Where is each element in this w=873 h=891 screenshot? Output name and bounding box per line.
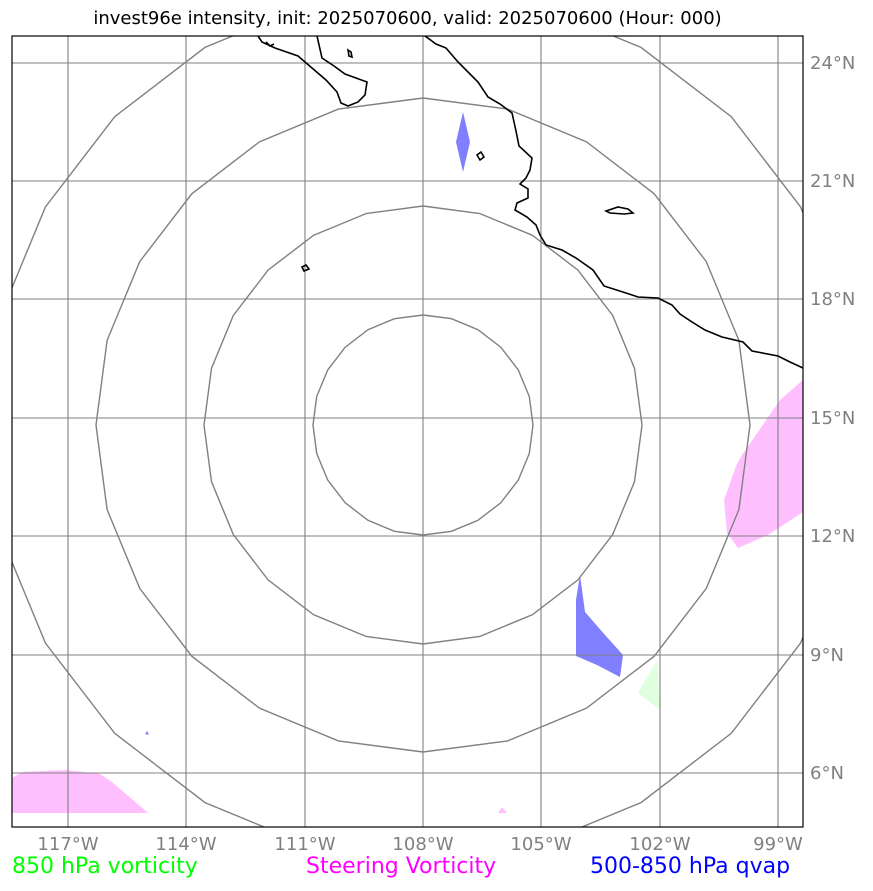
legend-850-vorticity: 850 hPa vorticity — [12, 854, 198, 879]
field-layer — [12, 112, 803, 813]
lat-tick-label: 21°N — [810, 171, 855, 192]
lat-tick-label: 15°N — [810, 408, 855, 429]
legend-steering-vorticity: Steering Vorticity — [306, 854, 497, 879]
lon-tick-label: 105°W — [510, 834, 571, 855]
steering-vorticity-area-east — [724, 380, 803, 548]
lon-tick-label: 117°W — [37, 834, 98, 855]
range-ring-3 — [95, 97, 751, 753]
vorticity-850-area — [638, 660, 660, 710]
range-rings — [12, 36, 803, 827]
qvap-speck — [145, 731, 149, 735]
lon-tick-label: 99°W — [753, 834, 803, 855]
lat-tick-label: 18°N — [810, 289, 855, 310]
island-marias — [475, 150, 486, 162]
qvap-area-south — [576, 575, 623, 677]
lon-tick-label: 102°W — [629, 834, 690, 855]
range-ring-4 — [12, 36, 803, 827]
gridlines — [12, 36, 803, 827]
coastline-mainland — [424, 36, 803, 369]
lon-tick-labels: 117°W 114°W 111°W 108°W 105°W 102°W 99°W — [37, 834, 803, 855]
range-ring-1 — [312, 314, 534, 536]
legend-qvap: 500-850 hPa qvap — [590, 854, 791, 879]
coastline-baja — [257, 36, 368, 107]
range-ring-2 — [203, 205, 643, 645]
lon-tick-label: 114°W — [155, 834, 216, 855]
coastline-baja-bay — [265, 41, 275, 47]
lat-tick-labels: 24°N 21°N 18°N 15°N 12°N 9°N 6°N — [810, 53, 855, 784]
lat-tick-label: 6°N — [810, 763, 844, 784]
lat-tick-label: 12°N — [810, 526, 855, 547]
map-frame — [11, 35, 804, 828]
island-socorro — [300, 263, 311, 273]
chart-title: invest96e intensity, init: 2025070600, v… — [93, 8, 722, 29]
island-cerralvo — [346, 48, 354, 59]
lon-tick-label: 111°W — [274, 834, 335, 855]
coastline — [257, 36, 803, 369]
lat-tick-label: 24°N — [810, 53, 855, 74]
steering-vorticity-area-southwest — [12, 770, 148, 813]
steering-vorticity-speck — [498, 807, 507, 813]
lon-tick-label: 108°W — [392, 834, 453, 855]
lake-chapala — [603, 206, 636, 215]
qvap-area-north — [456, 112, 470, 172]
lat-tick-label: 9°N — [810, 645, 844, 666]
